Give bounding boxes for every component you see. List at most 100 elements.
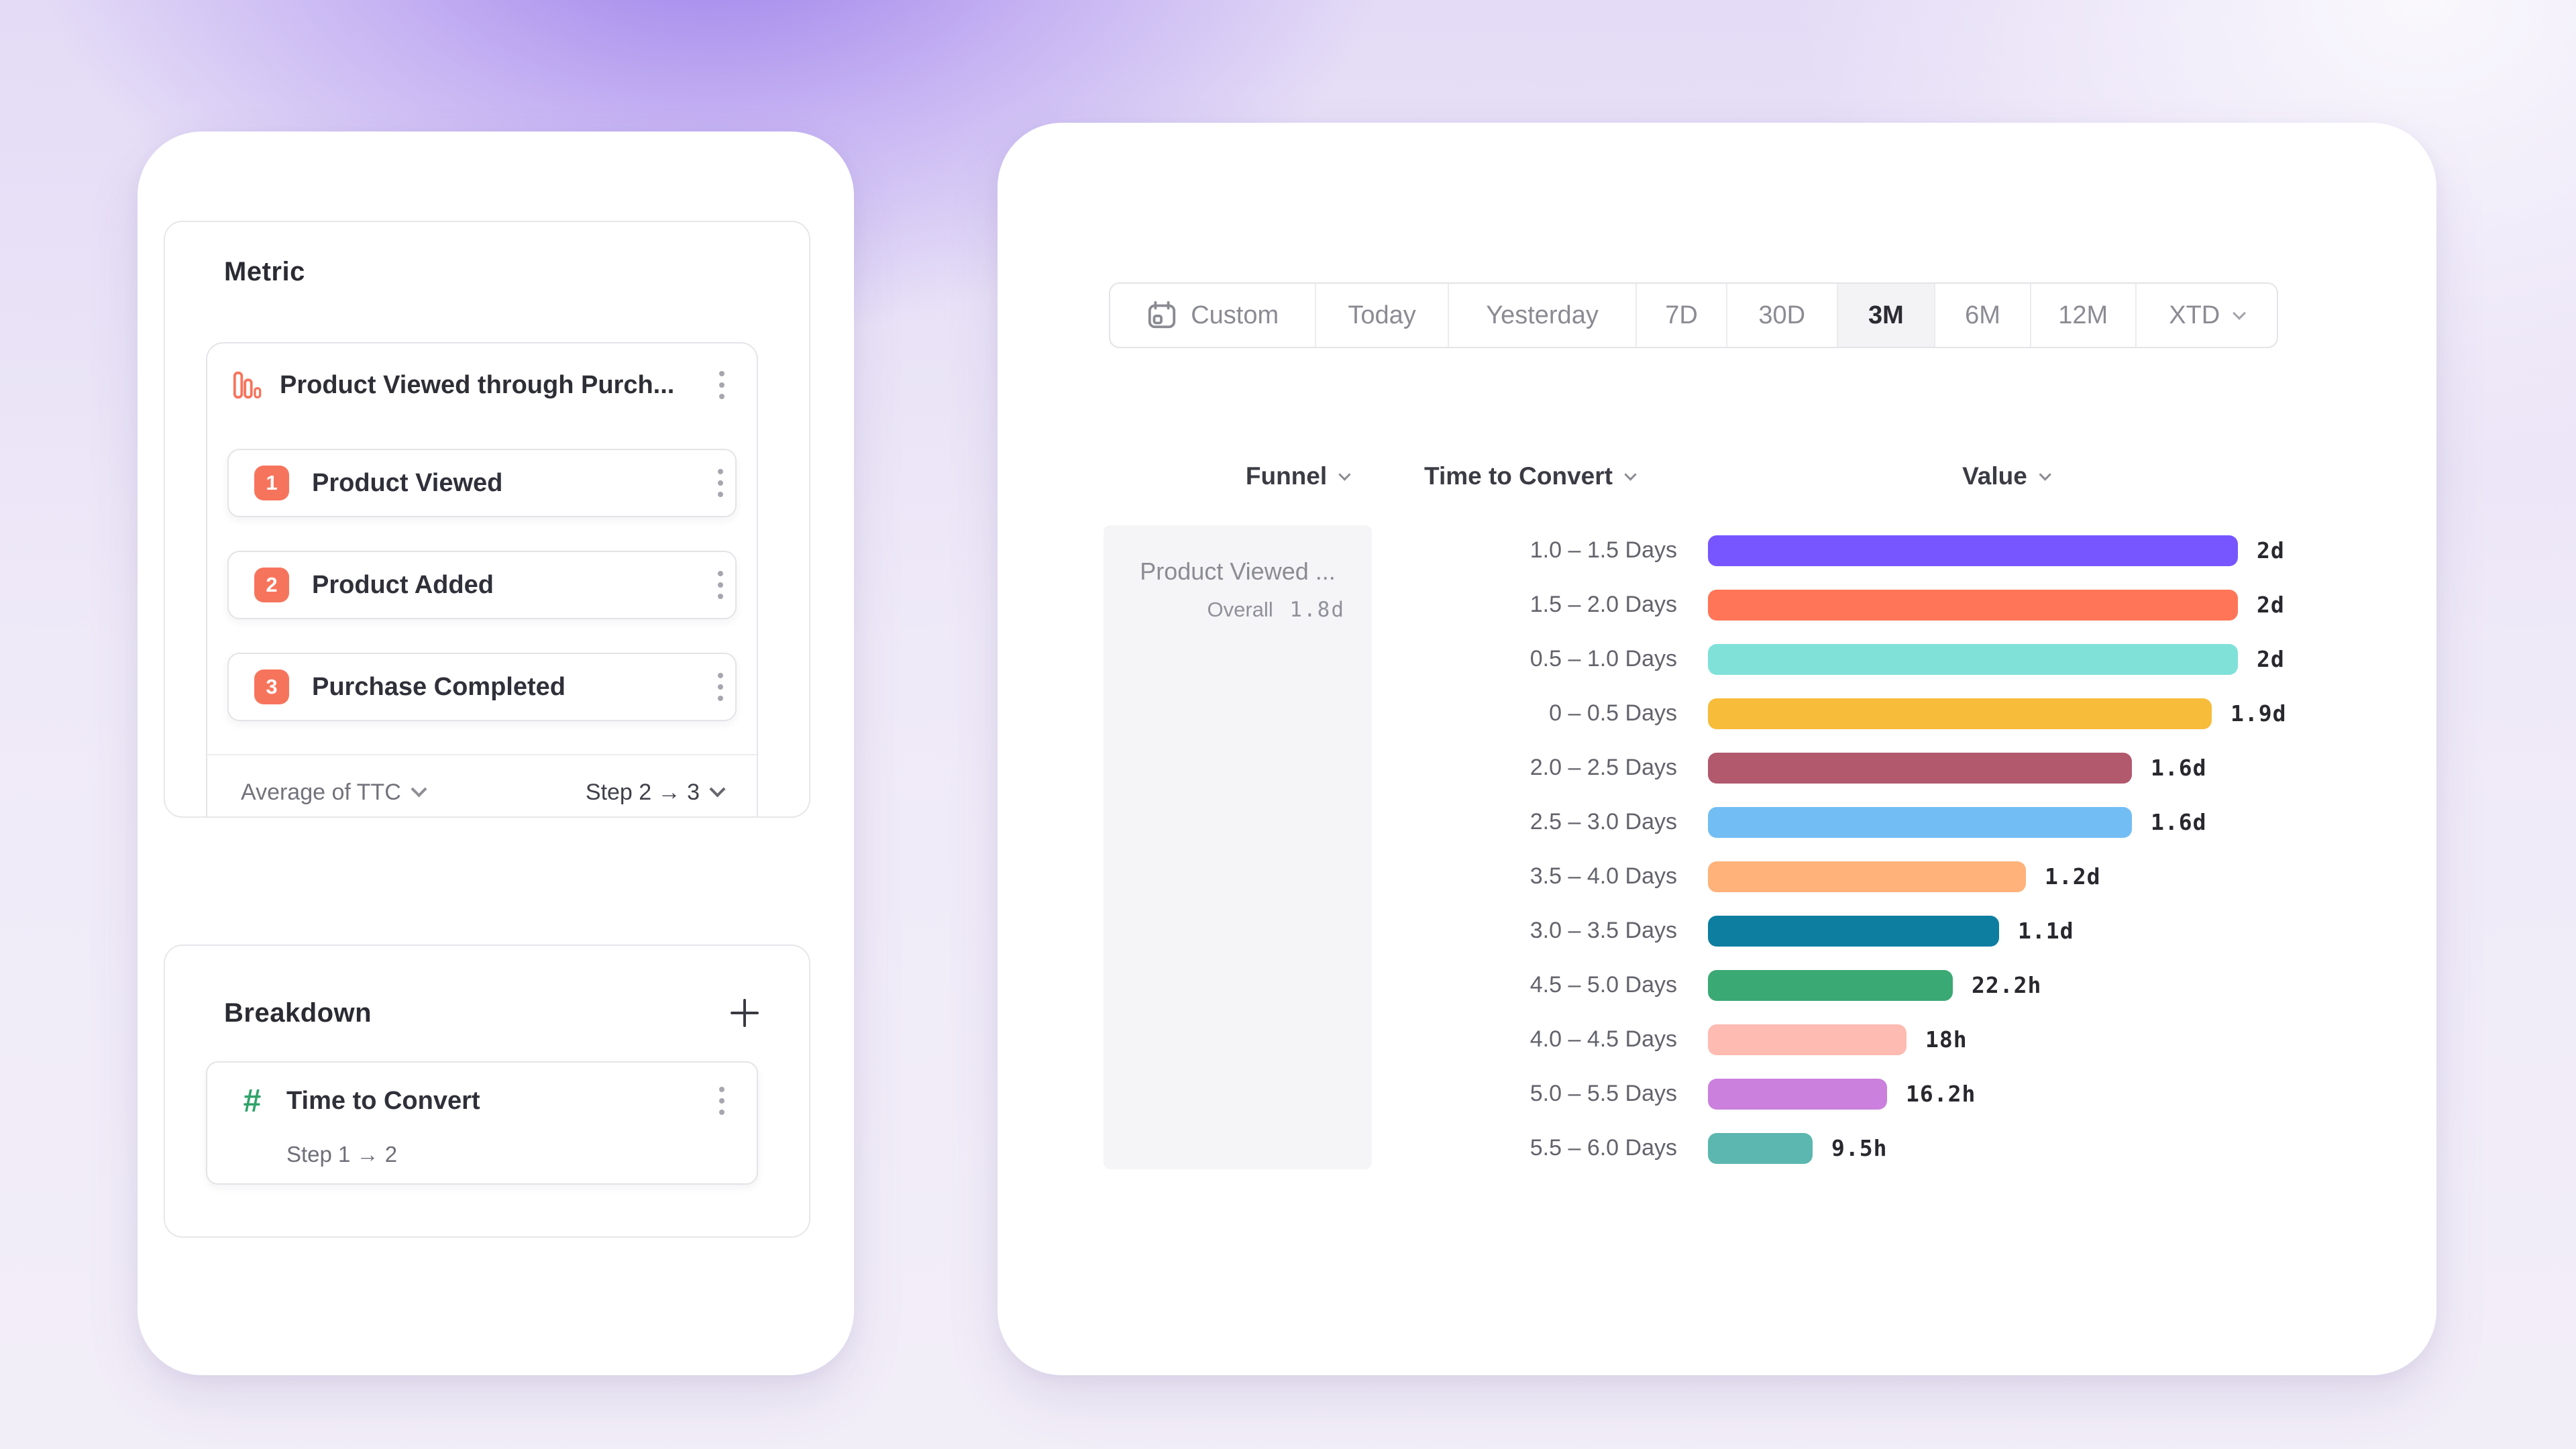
breakdown-item-label: Time to Convert bbox=[286, 1086, 480, 1115]
date-range-label: Today bbox=[1348, 301, 1416, 329]
funnel-metric-header[interactable]: Product Viewed through Purch... bbox=[207, 343, 757, 427]
ttc-bucket-row: 0.5 – 1.0 Days 2d bbox=[1375, 632, 2422, 686]
query-builder-panel: Metric Product Viewed through Purch... 1 bbox=[138, 131, 854, 1375]
bucket-bar[interactable] bbox=[1708, 806, 2132, 838]
date-range-6m[interactable]: 6M bbox=[1934, 284, 2030, 347]
kebab-menu-icon[interactable] bbox=[706, 666, 735, 708]
funnel-step-product-viewed[interactable]: 1 Product Viewed bbox=[227, 449, 737, 517]
column-header-label: Time to Convert bbox=[1424, 462, 1613, 490]
kebab-menu-icon[interactable] bbox=[706, 462, 735, 504]
date-range-label: 30D bbox=[1758, 301, 1806, 329]
column-header-label: Funnel bbox=[1245, 462, 1328, 490]
step-range-dropdown[interactable]: Step 2 → 3 bbox=[585, 779, 726, 806]
chevron-down-icon bbox=[1624, 468, 1637, 481]
chevron-down-icon bbox=[2039, 468, 2051, 481]
kebab-menu-icon[interactable] bbox=[706, 564, 735, 606]
bucket-value: 22.2h bbox=[1972, 972, 2042, 998]
bucket-bar[interactable] bbox=[1708, 643, 2238, 675]
bucket-bar[interactable] bbox=[1708, 861, 2026, 892]
column-header-funnel[interactable]: Funnel bbox=[1245, 462, 1351, 490]
bucket-label: 0.5 – 1.0 Days bbox=[1529, 646, 1677, 672]
ttc-bucket-row: 0 – 0.5 Days 1.9d bbox=[1375, 686, 2422, 741]
ttc-bucket-row: 5.0 – 5.5 Days 16.2h bbox=[1375, 1067, 2422, 1121]
date-range-label: XTD bbox=[2169, 301, 2220, 329]
ttc-bucket-row: 3.0 – 3.5 Days 1.1d bbox=[1375, 904, 2422, 958]
overall-value: 1.8d bbox=[1289, 598, 1345, 622]
funnel-row-header-cell[interactable]: Product Viewed ... Overall 1.8d bbox=[1104, 525, 1372, 1169]
bucket-label: 2.0 – 2.5 Days bbox=[1529, 755, 1677, 780]
column-header-label: Value bbox=[1962, 462, 2027, 490]
bucket-label: 2.5 – 3.0 Days bbox=[1529, 809, 1677, 835]
bucket-bar[interactable] bbox=[1708, 1132, 1813, 1164]
bucket-value: 1.9d bbox=[2231, 700, 2287, 727]
breakdown-item-time-to-convert[interactable]: # Time to Convert Step 1 → 2 bbox=[206, 1061, 758, 1185]
breakdown-step-range: Step 1 → 2 bbox=[286, 1142, 398, 1167]
bucket-label: 4.0 – 4.5 Days bbox=[1529, 1026, 1677, 1052]
bucket-label: 1.0 – 1.5 Days bbox=[1529, 537, 1677, 563]
bucket-value: 18h bbox=[1925, 1026, 1968, 1053]
bucket-label: 4.5 – 5.0 Days bbox=[1529, 972, 1677, 998]
bucket-bar[interactable] bbox=[1708, 1024, 1907, 1055]
add-breakdown-button[interactable] bbox=[727, 996, 762, 1030]
step-label: Product Added bbox=[312, 570, 494, 599]
ttc-bucket-row: 4.0 – 4.5 Days 18h bbox=[1375, 1012, 2422, 1067]
bucket-value: 2d bbox=[2257, 537, 2285, 564]
bucket-value: 9.5h bbox=[1831, 1135, 1888, 1161]
chevron-down-icon bbox=[411, 780, 427, 798]
bucket-bar[interactable] bbox=[1708, 535, 2238, 566]
bucket-bar[interactable] bbox=[1708, 915, 1999, 947]
funnel-name: Product Viewed ... bbox=[1140, 557, 1336, 585]
aggregation-dropdown[interactable]: Average of TTC bbox=[241, 780, 427, 806]
metric-section-title: Metric bbox=[224, 257, 305, 286]
bucket-value: 1.1d bbox=[2018, 918, 2074, 944]
funnel-step-purchase-completed[interactable]: 3 Purchase Completed bbox=[227, 653, 737, 721]
bucket-label: 0 – 0.5 Days bbox=[1549, 700, 1677, 726]
date-range-custom[interactable]: Custom bbox=[1110, 284, 1315, 347]
bucket-bar[interactable] bbox=[1708, 752, 2132, 784]
metric-footer: Average of TTC Step 2 → 3 bbox=[207, 755, 757, 816]
bucket-bar[interactable] bbox=[1708, 969, 1953, 1001]
funnel-metric-title: Product Viewed through Purch... bbox=[280, 370, 675, 399]
column-header-value[interactable]: Value bbox=[1962, 462, 2051, 490]
bucket-bar[interactable] bbox=[1708, 1078, 1887, 1110]
date-range-12m[interactable]: 12M bbox=[2029, 284, 2135, 347]
ttc-bucket-row: 3.5 – 4.0 Days 1.2d bbox=[1375, 849, 2422, 904]
chevron-down-icon bbox=[2233, 307, 2247, 320]
metric-card: Metric Product Viewed through Purch... 1 bbox=[164, 221, 810, 818]
bar-chart-icon bbox=[231, 370, 262, 400]
ttc-bucket-row: 2.0 – 2.5 Days 1.6d bbox=[1375, 741, 2422, 795]
ttc-bucket-row: 5.5 – 6.0 Days 9.5h bbox=[1375, 1121, 2422, 1175]
bucket-label: 3.5 – 4.0 Days bbox=[1529, 863, 1677, 889]
date-range-label: Yesterday bbox=[1486, 301, 1599, 329]
step-number-badge: 2 bbox=[254, 568, 289, 602]
funnel-metric-group: Product Viewed through Purch... 1 Produc… bbox=[206, 342, 758, 816]
date-range-30d[interactable]: 30D bbox=[1725, 284, 1837, 347]
date-range-yesterday[interactable]: Yesterday bbox=[1447, 284, 1635, 347]
date-range-3m[interactable]: 3M bbox=[1836, 284, 1935, 347]
date-range-xtd[interactable]: XTD bbox=[2135, 284, 2277, 347]
bucket-value: 1.6d bbox=[2151, 809, 2207, 835]
calendar-icon bbox=[1146, 300, 1177, 331]
funnel-step-product-added[interactable]: 2 Product Added bbox=[227, 551, 737, 619]
bucket-label: 3.0 – 3.5 Days bbox=[1529, 918, 1677, 943]
kebab-menu-icon[interactable] bbox=[707, 364, 737, 406]
bucket-value: 1.6d bbox=[2151, 755, 2207, 781]
step-label: Product Viewed bbox=[312, 468, 503, 497]
date-range-today[interactable]: Today bbox=[1315, 284, 1448, 347]
ttc-bucket-row: 1.5 – 2.0 Days 2d bbox=[1375, 578, 2422, 632]
kebab-menu-icon[interactable] bbox=[707, 1080, 737, 1122]
date-range-7d[interactable]: 7D bbox=[1635, 284, 1726, 347]
step-range-label: Step 2 → 3 bbox=[585, 779, 700, 805]
bucket-bar[interactable] bbox=[1708, 698, 2212, 729]
bucket-label: 5.0 – 5.5 Days bbox=[1529, 1081, 1677, 1106]
date-range-label: 6M bbox=[1965, 301, 2000, 329]
ttc-bucket-row: 2.5 – 3.0 Days 1.6d bbox=[1375, 795, 2422, 849]
bucket-bar[interactable] bbox=[1708, 589, 2238, 621]
report-panel: Custom Today Yesterday 7D 30D 3M 6M 12M XTD Funn… bbox=[998, 123, 2436, 1375]
overall-label: Overall bbox=[1207, 598, 1273, 621]
bucket-label: 5.5 – 6.0 Days bbox=[1529, 1135, 1677, 1161]
bucket-label: 1.5 – 2.0 Days bbox=[1529, 592, 1677, 617]
bucket-value: 2d bbox=[2257, 646, 2285, 672]
column-header-time-to-convert[interactable]: Time to Convert bbox=[1424, 462, 1637, 490]
